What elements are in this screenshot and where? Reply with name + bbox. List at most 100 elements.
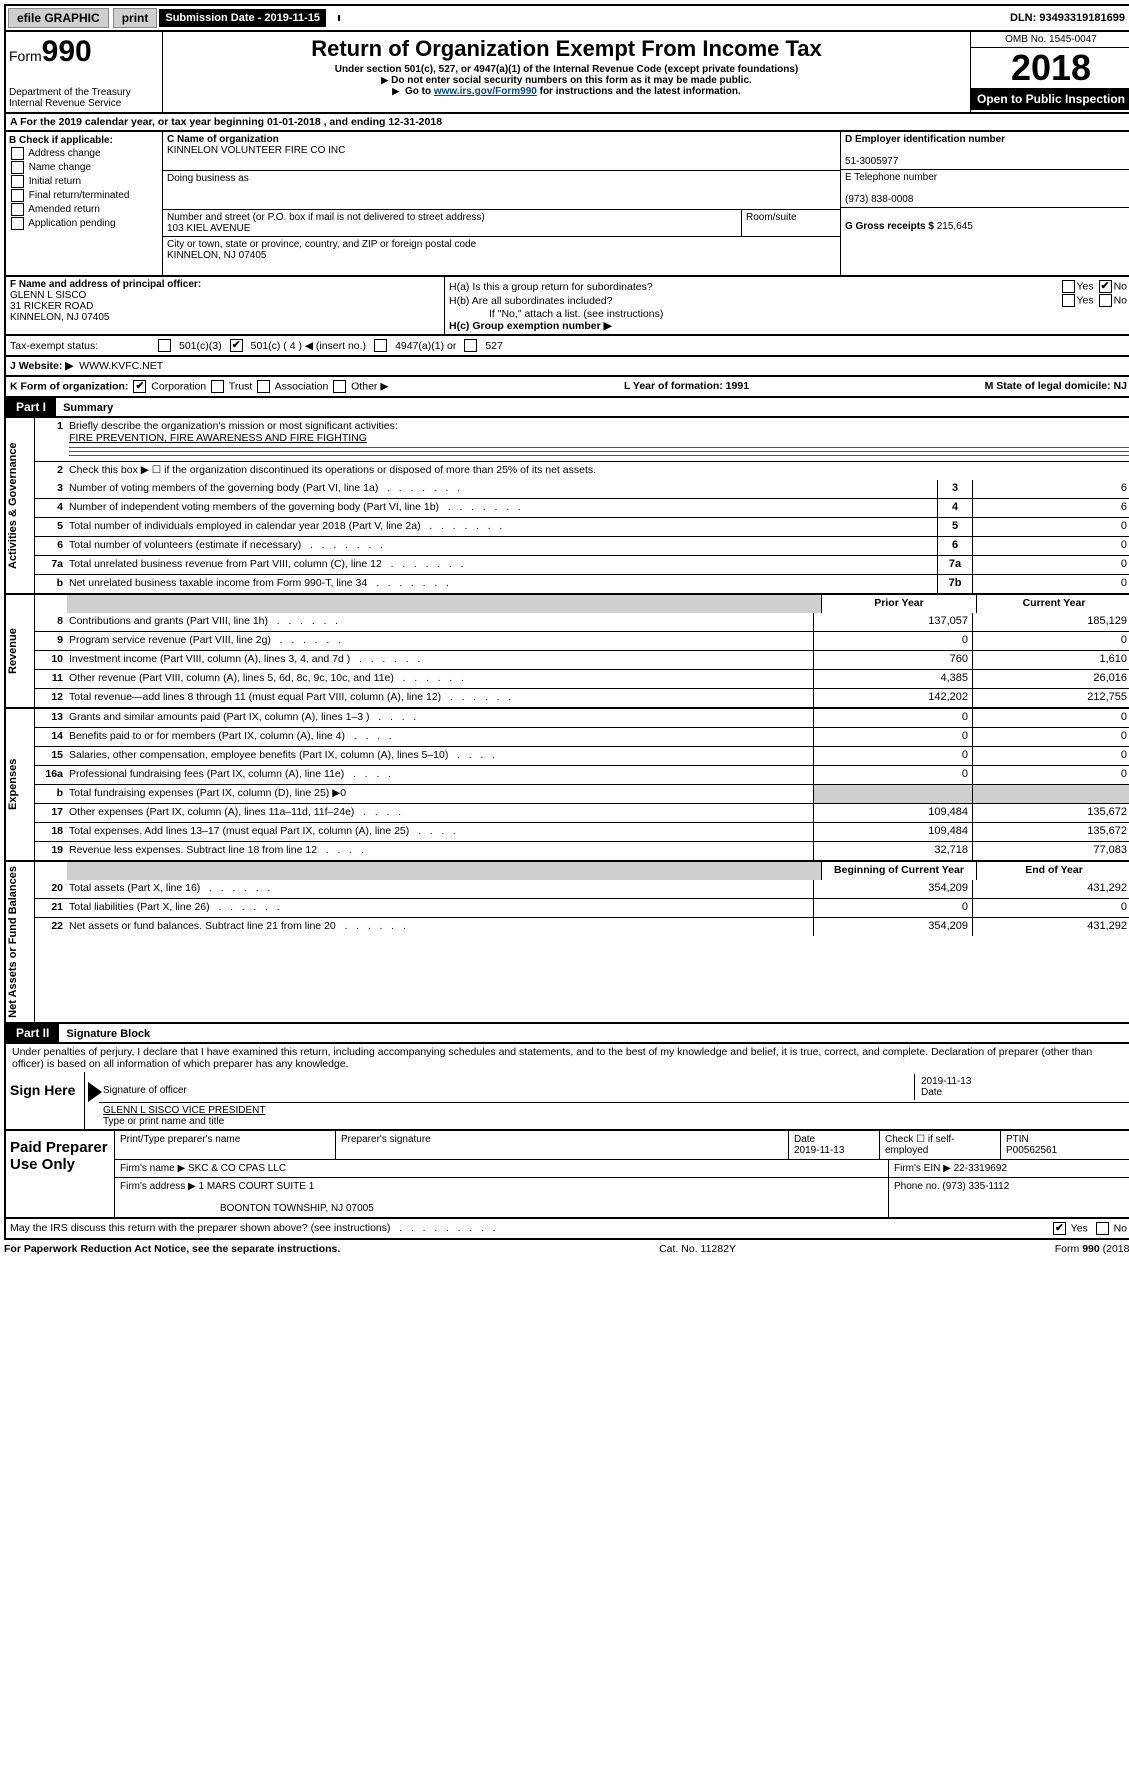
row-j-website: J Website: ▶ WWW.KVFC.NET	[4, 357, 1129, 377]
preparer-date: Date2019-11-13	[789, 1131, 880, 1159]
entity-info-block: B Check if applicable: Address change Na…	[4, 132, 1129, 277]
part-2-title: Signature Block	[62, 1026, 154, 1042]
discuss-no[interactable]	[1096, 1222, 1109, 1235]
discuss-yes[interactable]: ✔	[1053, 1222, 1066, 1235]
row-tax-status: Tax-exempt status: 501(c)(3) ✔501(c) ( 4…	[4, 336, 1129, 357]
col-beginning: Beginning of Current Year	[821, 862, 976, 880]
expense-row: b Total fundraising expenses (Part IX, c…	[35, 784, 1129, 803]
cb-corporation[interactable]: ✔	[133, 380, 146, 393]
checkbox-name-change[interactable]	[11, 161, 24, 174]
h-b-yes[interactable]	[1062, 294, 1075, 307]
q1: Briefly describe the organization's miss…	[67, 418, 1129, 461]
ein-cell: D Employer identification number 51-3005…	[841, 132, 1129, 170]
submission-date-label: Submission Date - 2019-11-15	[159, 9, 326, 27]
cb-527[interactable]	[464, 339, 477, 352]
expense-row: 18 Total expenses. Add lines 13–17 (must…	[35, 822, 1129, 841]
section-c: C Name of organization KINNELON VOLUNTEE…	[163, 132, 840, 275]
cb-other[interactable]	[333, 380, 346, 393]
row-k: K Form of organization: ✔ Corporation Tr…	[4, 377, 1129, 398]
firm-address-cell: Firm's address ▶ 1 MARS COURT SUITE 1 BO…	[115, 1178, 889, 1217]
expense-row: 19 Revenue less expenses. Subtract line …	[35, 841, 1129, 860]
dln-text: DLN: 93493319181699	[1004, 9, 1129, 27]
signature-block: Under penalties of perjury, I declare th…	[4, 1044, 1129, 1131]
revenue-row: 12 Total revenue—add lines 8 through 11 …	[35, 688, 1129, 707]
top-bar-left: efile GRAPHIC print Submission Date - 20…	[6, 6, 340, 30]
summary-revenue: Revenue Prior Year Current Year 8 Contri…	[4, 595, 1129, 709]
checkbox-amended-return[interactable]	[11, 203, 24, 216]
expense-row: 14 Benefits paid to or for members (Part…	[35, 727, 1129, 746]
row-f-h: F Name and address of principal officer:…	[4, 277, 1129, 336]
dept-treasury: Department of the Treasury Internal Reve…	[9, 87, 159, 109]
h-a-yes[interactable]	[1062, 280, 1075, 293]
part-1-header-row: Part I Summary	[4, 398, 1129, 418]
gov-row: 6 Total number of volunteers (estimate i…	[35, 536, 1129, 555]
summary-expenses: Expenses 13 Grants and similar amounts p…	[4, 709, 1129, 862]
self-employed-check: Check ☐ if self-employed	[880, 1131, 1001, 1159]
gov-row: 3 Number of voting members of the govern…	[35, 480, 1129, 498]
revenue-row: 9 Program service revenue (Part VIII, li…	[35, 631, 1129, 650]
cb-501c3[interactable]	[158, 339, 171, 352]
h-a-no[interactable]: ✔	[1099, 280, 1112, 293]
catalog-number: Cat. No. 11282Y	[659, 1243, 736, 1255]
discuss-row: May the IRS discuss this return with the…	[4, 1219, 1129, 1240]
part-1-badge: Part I	[6, 398, 56, 416]
tab-revenue: Revenue	[6, 595, 35, 707]
city-cell: City or town, state or province, country…	[163, 237, 840, 275]
summary-governance: Activities & Governance 1 Briefly descri…	[4, 418, 1129, 595]
header-left: Form990 Department of the Treasury Inter…	[6, 32, 163, 112]
gross-cell: G Gross receipts $ 215,645	[841, 208, 1129, 242]
cb-trust[interactable]	[211, 380, 224, 393]
preparer-name-hdr: Print/Type preparer's name	[115, 1131, 336, 1159]
tab-expenses: Expenses	[6, 709, 35, 860]
officer-name-line: GLENN L SISCO VICE PRESIDENT Type or pri…	[103, 1105, 1127, 1127]
firm-name-cell: Firm's name ▶ SKC & CO CPAS LLC	[115, 1160, 889, 1177]
col-end: End of Year	[976, 862, 1129, 880]
checkbox-application-pending[interactable]	[11, 217, 24, 230]
cb-4947[interactable]	[374, 339, 387, 352]
gov-row: 7a Total unrelated business revenue from…	[35, 555, 1129, 574]
section-f: F Name and address of principal officer:…	[6, 277, 445, 334]
rev-spacer	[67, 595, 821, 613]
checkbox-address-change[interactable]	[11, 147, 24, 160]
expense-row: 16a Professional fundraising fees (Part …	[35, 765, 1129, 784]
efile-graphic-button[interactable]: efile GRAPHIC	[8, 8, 109, 28]
gov-row: 5 Total number of individuals employed i…	[35, 517, 1129, 536]
form-ref: Form 990 (2018)	[1055, 1243, 1129, 1255]
expense-row: 17 Other expenses (Part IX, column (A), …	[35, 803, 1129, 822]
form-header: Form990 Department of the Treasury Inter…	[4, 32, 1129, 114]
firm-phone-cell: Phone no. (973) 335-1112	[889, 1178, 1129, 1217]
section-b: B Check if applicable: Address change Na…	[6, 132, 163, 275]
irs-link[interactable]: www.irs.gov/Form990	[434, 86, 537, 97]
omb-number: OMB No. 1545-0047	[971, 32, 1129, 48]
checkbox-initial-return[interactable]	[11, 175, 24, 188]
street-cell: Number and street (or P.O. box if mail i…	[163, 210, 742, 236]
officer-signature-line: Signature of officer	[103, 1074, 914, 1100]
submission-date-spacer	[326, 15, 340, 21]
firm-ein-cell: Firm's EIN ▶ 22-3319692	[889, 1160, 1129, 1177]
col-prior-year: Prior Year	[821, 595, 976, 613]
paperwork-notice: For Paperwork Reduction Act Notice, see …	[4, 1243, 340, 1255]
q2: Check this box ▶ ☐ if the organization d…	[67, 462, 1129, 480]
perjury-statement: Under penalties of perjury, I declare th…	[6, 1044, 1129, 1072]
tab-net-assets: Net Assets or Fund Balances	[6, 862, 35, 1022]
footer: For Paperwork Reduction Act Notice, see …	[4, 1240, 1129, 1258]
print-button[interactable]: print	[113, 8, 158, 28]
tab-governance: Activities & Governance	[6, 418, 35, 593]
header-middle: Return of Organization Exempt From Incom…	[163, 32, 970, 112]
revenue-row: 8 Contributions and grants (Part VIII, l…	[35, 613, 1129, 631]
part-2-header-row: Part II Signature Block	[4, 1024, 1129, 1044]
net-row: 21 Total liabilities (Part X, line 26) .…	[35, 898, 1129, 917]
h-b-no[interactable]	[1099, 294, 1112, 307]
header-sub2: Do not enter social security numbers on …	[165, 75, 968, 86]
open-to-public: Open to Public Inspection	[971, 88, 1129, 110]
room-cell: Room/suite	[742, 210, 840, 236]
dba-cell: Doing business as	[163, 171, 840, 210]
header-right: OMB No. 1545-0047 2018 Open to Public In…	[970, 32, 1129, 112]
row-a-calendar-year: A For the 2019 calendar year, or tax yea…	[4, 114, 1129, 132]
cb-501c[interactable]: ✔	[230, 339, 243, 352]
checkbox-final-return[interactable]	[11, 189, 24, 202]
net-row: 20 Total assets (Part X, line 16) . . . …	[35, 880, 1129, 898]
cb-association[interactable]	[257, 380, 270, 393]
top-bar: efile GRAPHIC print Submission Date - 20…	[4, 4, 1129, 32]
paid-preparer-label: Paid Preparer Use Only	[6, 1131, 115, 1217]
